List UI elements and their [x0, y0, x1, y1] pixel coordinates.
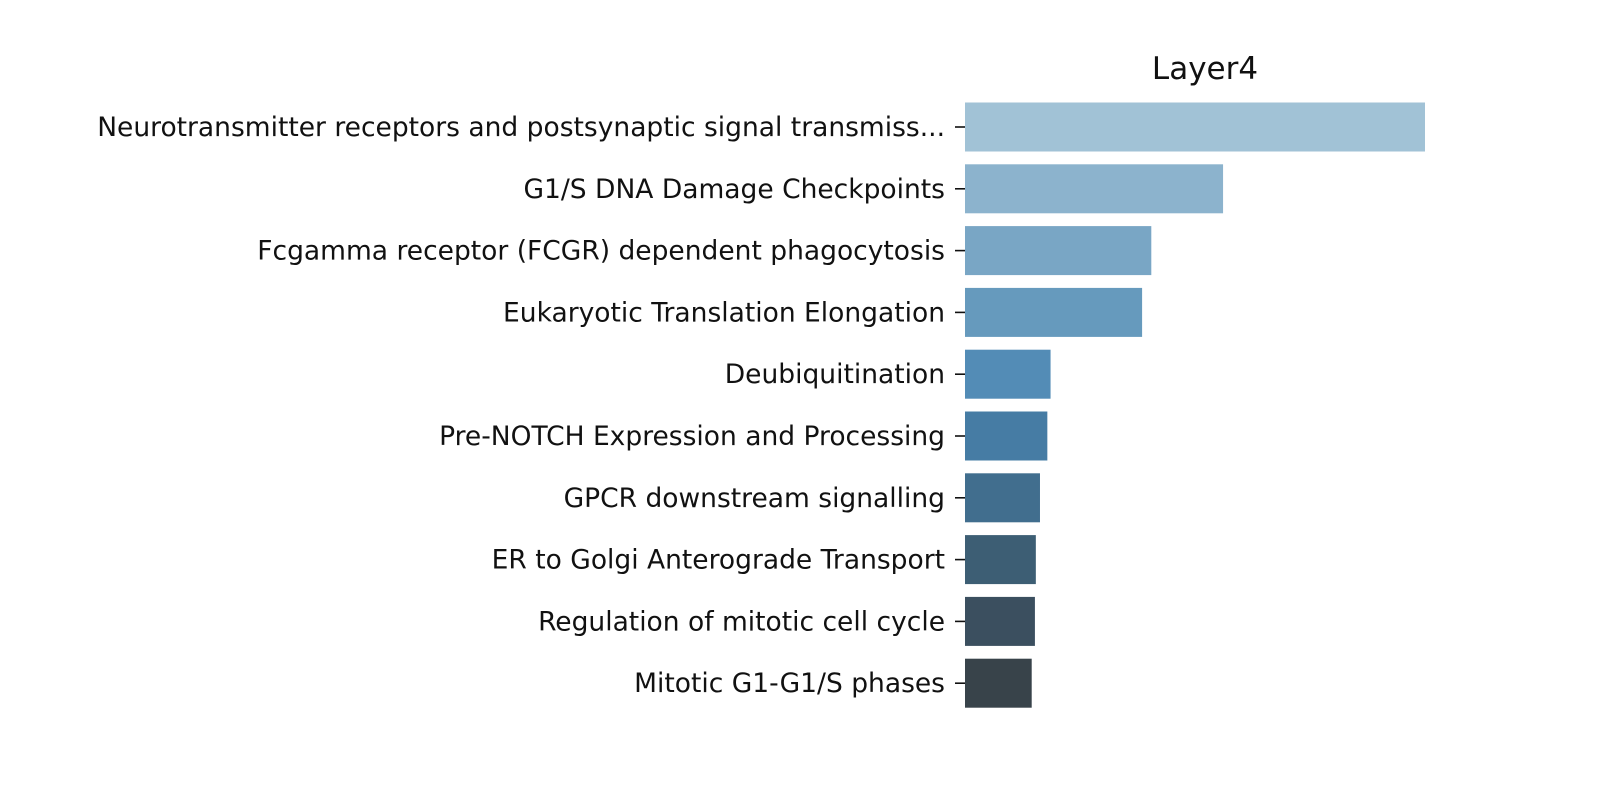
- y-tick-label-6: Pre-NOTCH Expression and Processing: [439, 421, 945, 452]
- bar-4: [965, 287, 1143, 337]
- y-tick-label-2: G1/S DNA Damage Checkpoints: [523, 174, 945, 205]
- bar-8: [965, 535, 1036, 585]
- bar-10: [965, 658, 1032, 708]
- y-tick-labels-group: Neurotransmitter receptors and postsynap…: [97, 112, 945, 699]
- bar-5: [965, 349, 1051, 399]
- bar-6: [965, 411, 1048, 461]
- y-tick-label-5: Deubiquitination: [725, 359, 945, 390]
- y-tick-label-9: Regulation of mitotic cell cycle: [538, 606, 945, 637]
- chart-title: Layer4: [1152, 51, 1258, 87]
- bars-group: [965, 102, 1425, 708]
- bar-7: [965, 473, 1040, 523]
- bar-9: [965, 596, 1035, 646]
- y-tick-label-3: Fcgamma receptor (FCGR) dependent phagoc…: [257, 236, 945, 267]
- y-tick-label-4: Eukaryotic Translation Elongation: [503, 297, 945, 328]
- y-tick-label-10: Mitotic G1-G1/S phases: [634, 668, 945, 699]
- y-ticks-group: [955, 126, 965, 685]
- y-tick-label-1: Neurotransmitter receptors and postsynap…: [97, 112, 945, 143]
- y-tick-label-7: GPCR downstream signalling: [564, 483, 945, 514]
- bar-2: [965, 164, 1224, 214]
- bar-1: [965, 102, 1425, 152]
- y-tick-label-8: ER to Golgi Anterograde Transport: [492, 545, 945, 576]
- bar-3: [965, 226, 1152, 276]
